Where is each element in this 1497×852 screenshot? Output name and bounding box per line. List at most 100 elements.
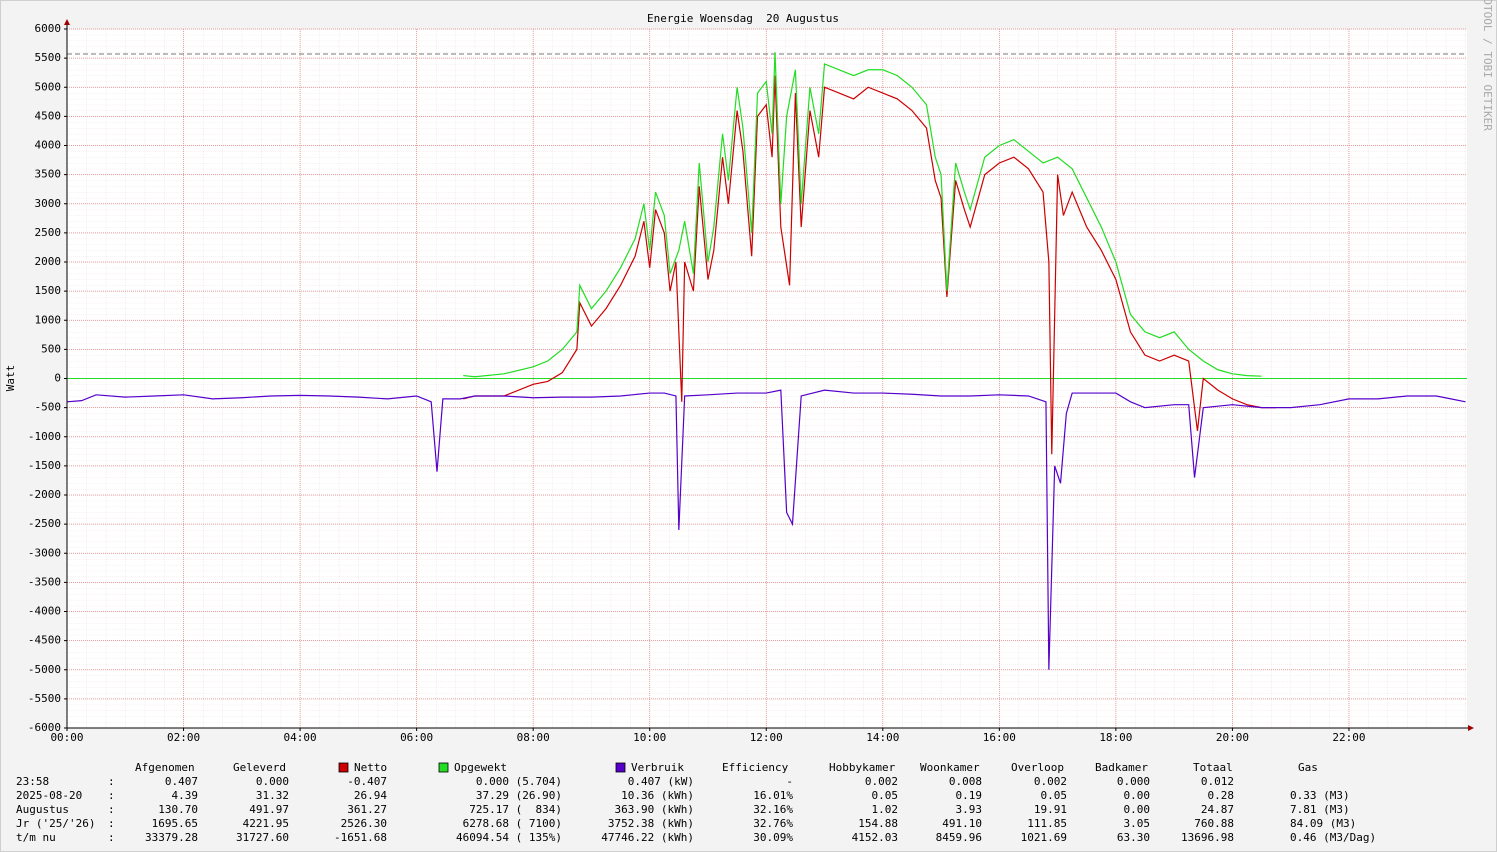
- y-tick-label: 3000: [35, 197, 62, 210]
- y-tick-label: 1000: [35, 313, 62, 326]
- y-tick-label: 6000: [35, 22, 62, 35]
- marks-layer: [66, 52, 1467, 670]
- table-cell: 3.93: [956, 803, 983, 816]
- table-cell: 0.407 (kW): [628, 775, 694, 788]
- table-cell: 363.90 (kWh): [615, 803, 694, 816]
- y-tick-label: -5500: [28, 692, 61, 705]
- x-tick-label: 14:00: [866, 731, 899, 744]
- y-tick-label: -4000: [28, 605, 61, 618]
- x-tick-label: 00:00: [50, 731, 83, 744]
- legend-label: Verbruik: [631, 761, 684, 774]
- table-cell: 154.88: [858, 817, 898, 830]
- table-cell: 0.00: [1124, 803, 1151, 816]
- table-cell: 26.94: [354, 789, 387, 802]
- y-tick-label: 500: [41, 342, 61, 355]
- table-cell: 47746.22 (kWh): [601, 831, 694, 844]
- y-tick-label: 2000: [35, 255, 62, 268]
- table-cell: 2526.30: [341, 817, 387, 830]
- y-tick-label: 2500: [35, 226, 62, 239]
- table-cell: 4221.95: [243, 817, 289, 830]
- column-header: Totaal: [1193, 761, 1233, 774]
- legend-label: Opgewekt: [454, 761, 507, 774]
- table-cell: 63.30: [1117, 831, 1150, 844]
- y-tick-label: 3500: [35, 168, 62, 181]
- y-tick-label: -2500: [28, 517, 61, 530]
- table-cell: 13696.98: [1181, 831, 1234, 844]
- column-header: Hobbykamer: [829, 761, 896, 774]
- x-tick-label: 18:00: [1099, 731, 1132, 744]
- x-arrow: [1468, 725, 1474, 731]
- y-tick-label: 5000: [35, 80, 62, 93]
- table-cell: 32.16%: [753, 803, 793, 816]
- row-label: Jr ('25/'26): [16, 817, 95, 830]
- row-separator: :: [108, 775, 115, 788]
- table-cell: 0.002: [1034, 775, 1067, 788]
- row-label: Augustus: [16, 803, 69, 816]
- table-cell: 0.000: [256, 775, 289, 788]
- legend-label: Netto: [354, 761, 387, 774]
- column-header: Afgenomen: [135, 761, 195, 774]
- table-cell: 491.97: [249, 803, 289, 816]
- series-line: [463, 75, 1277, 455]
- column-header: Efficiency: [722, 761, 789, 774]
- table-cell: 7.81 (M3): [1290, 803, 1350, 816]
- table-cell: 1.02: [872, 803, 899, 816]
- chart-title: Energie Woensdag 20 Augustus: [647, 12, 839, 25]
- x-tick-label: 12:00: [750, 731, 783, 744]
- table-cell: 0.002: [865, 775, 898, 788]
- table-cell: 1021.69: [1021, 831, 1067, 844]
- y-tick-label: 4500: [35, 109, 62, 122]
- y-tick-label: -5000: [28, 663, 61, 676]
- row-separator: :: [108, 789, 115, 802]
- column-header: Badkamer: [1095, 761, 1148, 774]
- x-tick-label: 16:00: [983, 731, 1016, 744]
- table-cell: 31.32: [256, 789, 289, 802]
- table-cell: 0.33 (M3): [1290, 789, 1350, 802]
- table-cell: 0.19: [956, 789, 983, 802]
- y-tick-label: -500: [35, 401, 62, 414]
- y-tick-label: -2000: [28, 488, 61, 501]
- y-tick-label: -4500: [28, 634, 61, 647]
- table-cell: -1651.68: [334, 831, 387, 844]
- table-cell: 19.91: [1034, 803, 1067, 816]
- table-cell: 4152.03: [852, 831, 898, 844]
- row-label: 2025-08-20: [16, 789, 82, 802]
- table-cell: 0.407: [165, 775, 198, 788]
- y-tick-label: -3500: [28, 575, 61, 588]
- table-cell: 37.29 (26.90): [476, 789, 562, 802]
- column-header: Overloop: [1011, 761, 1064, 774]
- table-cell: 361.27: [347, 803, 387, 816]
- y-axis-label: Watt: [4, 365, 17, 392]
- row-label: t/m nu: [16, 831, 56, 844]
- series-line: [66, 389, 1466, 670]
- x-tick-label: 06:00: [400, 731, 433, 744]
- table-cell: 725.17 ( 834): [469, 803, 562, 816]
- table-cell: 1695.65: [152, 817, 198, 830]
- table-cell: 32.76%: [753, 817, 793, 830]
- column-header: Geleverd: [233, 761, 286, 774]
- stats-table: Afgenomen Geleverd Netto Opgewekt Verbruik Ef…: [16, 761, 1376, 844]
- table-cell: -0.407: [347, 775, 387, 788]
- table-cell: 0.05: [872, 789, 899, 802]
- table-cell: 491.10: [942, 817, 982, 830]
- column-header: Woonkamer: [920, 761, 980, 774]
- x-tick-label: 22:00: [1332, 731, 1365, 744]
- table-cell: 10.36 (kWh): [621, 789, 694, 802]
- y-tick-label: 5500: [35, 51, 62, 64]
- grid-layer: [64, 28, 1467, 731]
- table-cell: 0.000 (5.704): [476, 775, 562, 788]
- table-cell: 3.05: [1124, 817, 1151, 830]
- table-cell: 130.70: [158, 803, 198, 816]
- table-cell: 0.46 (M3/Dag): [1290, 831, 1376, 844]
- table-cell: 31727.60: [236, 831, 289, 844]
- x-tick-label: 20:00: [1216, 731, 1249, 744]
- series-line: [463, 52, 1262, 378]
- legend-swatch: [438, 762, 449, 773]
- table-cell: 0.05: [1041, 789, 1068, 802]
- table-cell: -: [786, 775, 793, 788]
- y-tick-label: 0: [54, 372, 61, 385]
- legend-swatch: [338, 762, 349, 773]
- table-cell: 0.008: [949, 775, 982, 788]
- table-cell: 760.88: [1194, 817, 1234, 830]
